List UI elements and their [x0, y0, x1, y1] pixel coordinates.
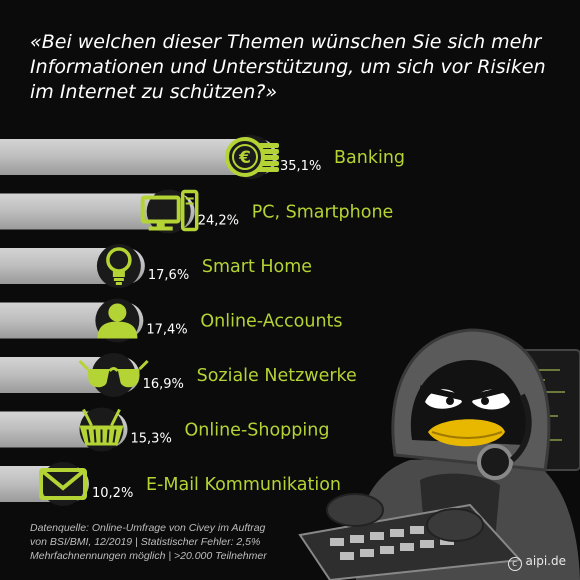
value-label-1: 35,1%	[280, 159, 321, 174]
glasses-icon	[78, 353, 149, 397]
value-label-4: 17,4%	[146, 323, 187, 338]
source-line-3: Mehrfachnennungen möglich | >20.000 Teil…	[30, 550, 267, 562]
shopping-basket-icon	[79, 407, 124, 452]
category-label-4: Online-Accounts	[200, 312, 342, 332]
lightbulb-icon	[96, 244, 141, 288]
user-icon	[95, 298, 140, 343]
category-label-7: E-Mail Kommunikation	[146, 475, 341, 495]
value-label-2: 24,2%	[198, 214, 239, 229]
envelope-icon	[39, 462, 88, 506]
category-label-5: Soziale Netzwerke	[197, 366, 357, 386]
credit-text: aipi.de	[525, 554, 566, 568]
value-label-6: 15,3%	[131, 432, 172, 447]
euro-coins-icon: €	[225, 135, 280, 179]
category-label-1: Banking	[334, 148, 405, 168]
svg-text:€: €	[238, 148, 251, 168]
value-label-5: 16,9%	[143, 377, 184, 392]
copyright-icon: c	[507, 557, 522, 571]
category-label-3: Smart Home	[202, 257, 312, 277]
value-label-7: 10,2%	[92, 486, 133, 501]
hacker-penguin-illustration	[298, 328, 580, 580]
computer-icon	[140, 189, 199, 234]
source-note: Datenquelle: Online-Umfrage von Civey im…	[30, 521, 320, 563]
value-label-3: 17,6%	[148, 268, 189, 283]
bar-1	[0, 139, 277, 175]
chart-title: «Bei welchen dieser Themen wünschen Sie …	[30, 31, 546, 103]
category-label-6: Online-Shopping	[185, 421, 330, 441]
source-line-1: Datenquelle: Online-Umfrage von Civey im…	[30, 522, 266, 534]
category-label-2: PC, Smartphone	[252, 203, 394, 223]
copyright-credit: c aipi.de	[507, 554, 566, 571]
source-line-2: von BSI/BMI, 12/2019 | Statistischer Feh…	[30, 536, 261, 548]
